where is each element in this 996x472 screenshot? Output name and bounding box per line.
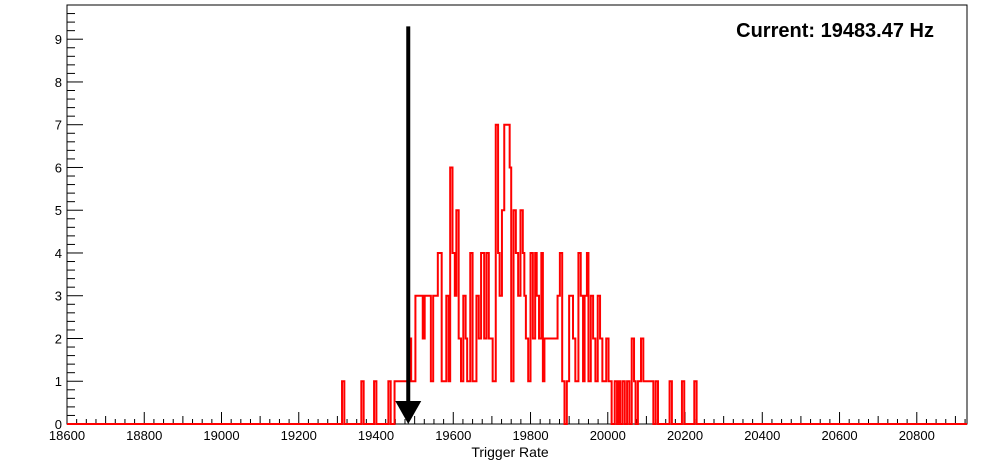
arrow-head [395, 401, 422, 424]
x-tick-label: 19400 [358, 428, 394, 443]
current-value-arrow [395, 26, 422, 424]
x-tick-label: 19800 [512, 428, 548, 443]
y-tick-label: 6 [55, 160, 62, 175]
y-tick-label: 9 [55, 32, 62, 47]
x-tick-label: 19000 [203, 428, 239, 443]
x-tick-label: 20000 [590, 428, 626, 443]
plot-frame [66, 4, 968, 425]
y-tick-label: 8 [55, 75, 62, 90]
x-tick-label: 20400 [744, 428, 780, 443]
x-axis-title: Trigger Rate [471, 444, 549, 460]
x-tick-label: 19600 [435, 428, 471, 443]
current-rate-annotation: Current: 19483.47 Hz [736, 20, 934, 42]
x-tick-label: 19200 [281, 428, 317, 443]
x-tick-label: 18600 [49, 428, 85, 443]
plot-border [66, 4, 968, 425]
y-tick-label: 4 [55, 246, 62, 261]
x-tick-label: 20600 [821, 428, 857, 443]
x-axis-ticks: 18600 18800 19000 19200 19400 19600 19800 20000… [49, 412, 966, 443]
y-tick-label: 5 [55, 203, 62, 218]
y-tick-label: 2 [55, 331, 62, 346]
y-tick-label: 1 [55, 374, 62, 389]
x-tick-label: 18800 [126, 428, 162, 443]
y-tick-label: 3 [55, 289, 62, 304]
histogram-series [67, 123, 967, 425]
histogram-step-line [67, 123, 967, 425]
y-tick-label: 7 [55, 118, 62, 133]
x-tick-label: 20800 [899, 428, 935, 443]
y-tick-label: 0 [55, 417, 62, 432]
x-tick-label: 20200 [667, 428, 703, 443]
